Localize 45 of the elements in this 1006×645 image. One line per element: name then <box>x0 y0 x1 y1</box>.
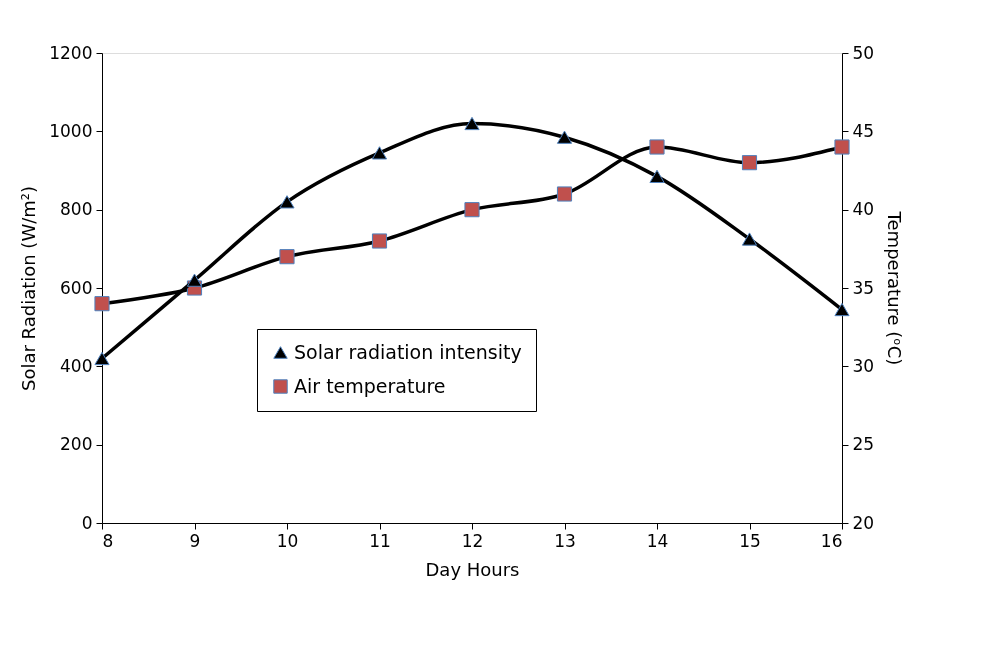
y2-tick-label: 50 <box>852 42 875 63</box>
point <box>94 296 110 312</box>
y-tick-label: 400 <box>60 355 93 376</box>
y-tick-label: 600 <box>60 277 93 298</box>
point <box>556 130 573 144</box>
x-tick-label: 11 <box>369 530 391 551</box>
point <box>94 351 110 366</box>
y2-axis-title: Temperature (ᵒC) <box>884 210 906 366</box>
point <box>741 155 758 171</box>
y2-tick-label: 35 <box>852 277 875 298</box>
x-tick-label: 13 <box>554 530 576 551</box>
x-tick-label: 10 <box>276 530 299 551</box>
x-tick-label: 9 <box>189 530 201 551</box>
x-tick-label: 8 <box>102 530 114 551</box>
point <box>464 116 480 131</box>
y2-tick-label: 20 <box>852 512 875 533</box>
point <box>556 186 573 202</box>
y-tick-label: 800 <box>60 199 93 220</box>
y2-tick-label: 25 <box>852 434 875 455</box>
point <box>371 146 388 160</box>
y2-tick-label: 30 <box>852 355 875 376</box>
point <box>279 249 295 265</box>
point <box>649 169 665 183</box>
point <box>371 233 388 249</box>
point <box>186 273 203 287</box>
point <box>279 195 295 209</box>
x-tick-label: 12 <box>461 530 484 551</box>
x-tick-label: 15 <box>739 530 761 551</box>
point <box>834 139 850 155</box>
legend-label: Solar radiation intensity <box>294 340 522 363</box>
legend-label: Air temperature <box>294 374 446 397</box>
x-tick-label: 14 <box>646 530 669 551</box>
y2-tick-label: 40 <box>852 199 875 220</box>
x-tick-label: 16 <box>820 530 843 551</box>
y-tick-label: 1000 <box>49 120 93 141</box>
y2-tick-label: 45 <box>852 120 875 141</box>
point <box>741 232 758 246</box>
point <box>834 302 850 317</box>
x-axis-title: Day Hours <box>425 558 520 580</box>
y-tick-label: 200 <box>60 434 93 455</box>
point <box>649 139 665 155</box>
point <box>464 202 480 218</box>
y-axis-title: Solar Radiation (W/m²) <box>18 185 40 392</box>
y-tick-label: 0 <box>81 512 93 533</box>
y-tick-label: 1200 <box>49 42 93 63</box>
